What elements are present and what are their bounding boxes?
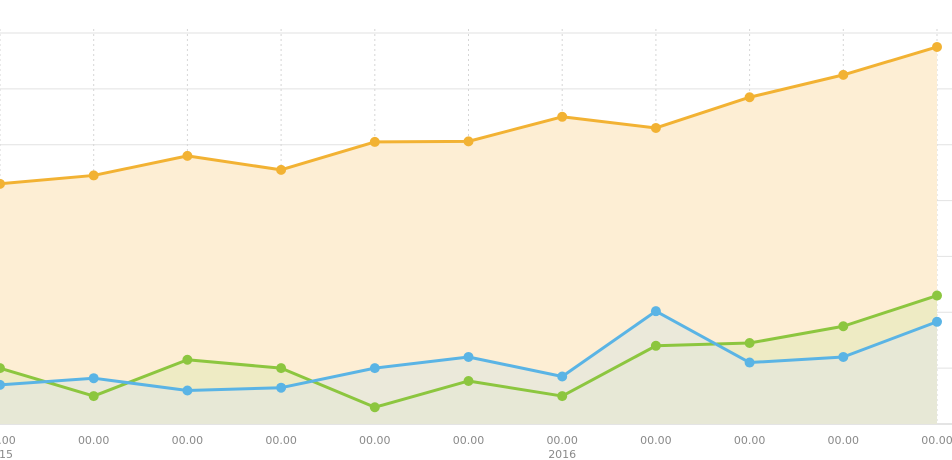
series-areas (0, 46, 937, 424)
data-point (744, 92, 755, 103)
x-tick-label: 00.00 (546, 434, 578, 447)
data-point (557, 371, 568, 382)
data-point (838, 351, 849, 362)
data-point (650, 122, 661, 133)
series-area-0 (0, 46, 937, 424)
data-point (0, 363, 5, 374)
data-point (88, 170, 99, 181)
data-point (369, 402, 380, 413)
data-point (932, 290, 942, 301)
data-point (932, 316, 942, 327)
data-point (650, 340, 661, 351)
data-point (0, 178, 5, 189)
x-tick-label: 00.00 (921, 434, 952, 447)
x-tick-label: 00.00 (0, 434, 16, 447)
data-point (182, 150, 193, 161)
data-point (276, 363, 287, 374)
x-secondary-label: 15 (0, 448, 13, 460)
data-point (276, 164, 287, 175)
x-tick-label: 00.00 (78, 434, 110, 447)
data-point (88, 373, 99, 384)
data-point (88, 391, 99, 402)
x-tick-label: 00.00 (640, 434, 672, 447)
x-tick-label: 00.00 (265, 434, 297, 447)
data-point (650, 306, 661, 317)
data-point (744, 357, 755, 368)
data-point (463, 136, 474, 147)
data-points (0, 41, 942, 413)
x-axis-labels: 00.00 00.00 00.00 00.00 00.00 00.00 00.00 00.00… (0, 434, 952, 460)
data-point (276, 382, 287, 393)
data-point (369, 136, 380, 147)
data-point (932, 41, 942, 52)
data-point (182, 385, 193, 396)
x-tick-label: 00.00 (453, 434, 485, 447)
data-point (557, 111, 568, 122)
data-point (744, 338, 755, 349)
x-tick-label: 00.00 (172, 434, 204, 447)
data-point (0, 379, 5, 390)
x-tick-label: 00.00 (359, 434, 391, 447)
series-area-2 (0, 311, 937, 424)
data-point (369, 363, 380, 374)
x-tick-label: 00.00 (734, 434, 766, 447)
x-tick-label: 00.00 (828, 434, 860, 447)
data-point (182, 354, 193, 365)
data-point (463, 375, 474, 386)
data-point (838, 321, 849, 332)
data-point (838, 69, 849, 80)
data-point (557, 391, 568, 402)
x-secondary-label: 2016 (548, 448, 576, 460)
data-point (463, 351, 474, 362)
